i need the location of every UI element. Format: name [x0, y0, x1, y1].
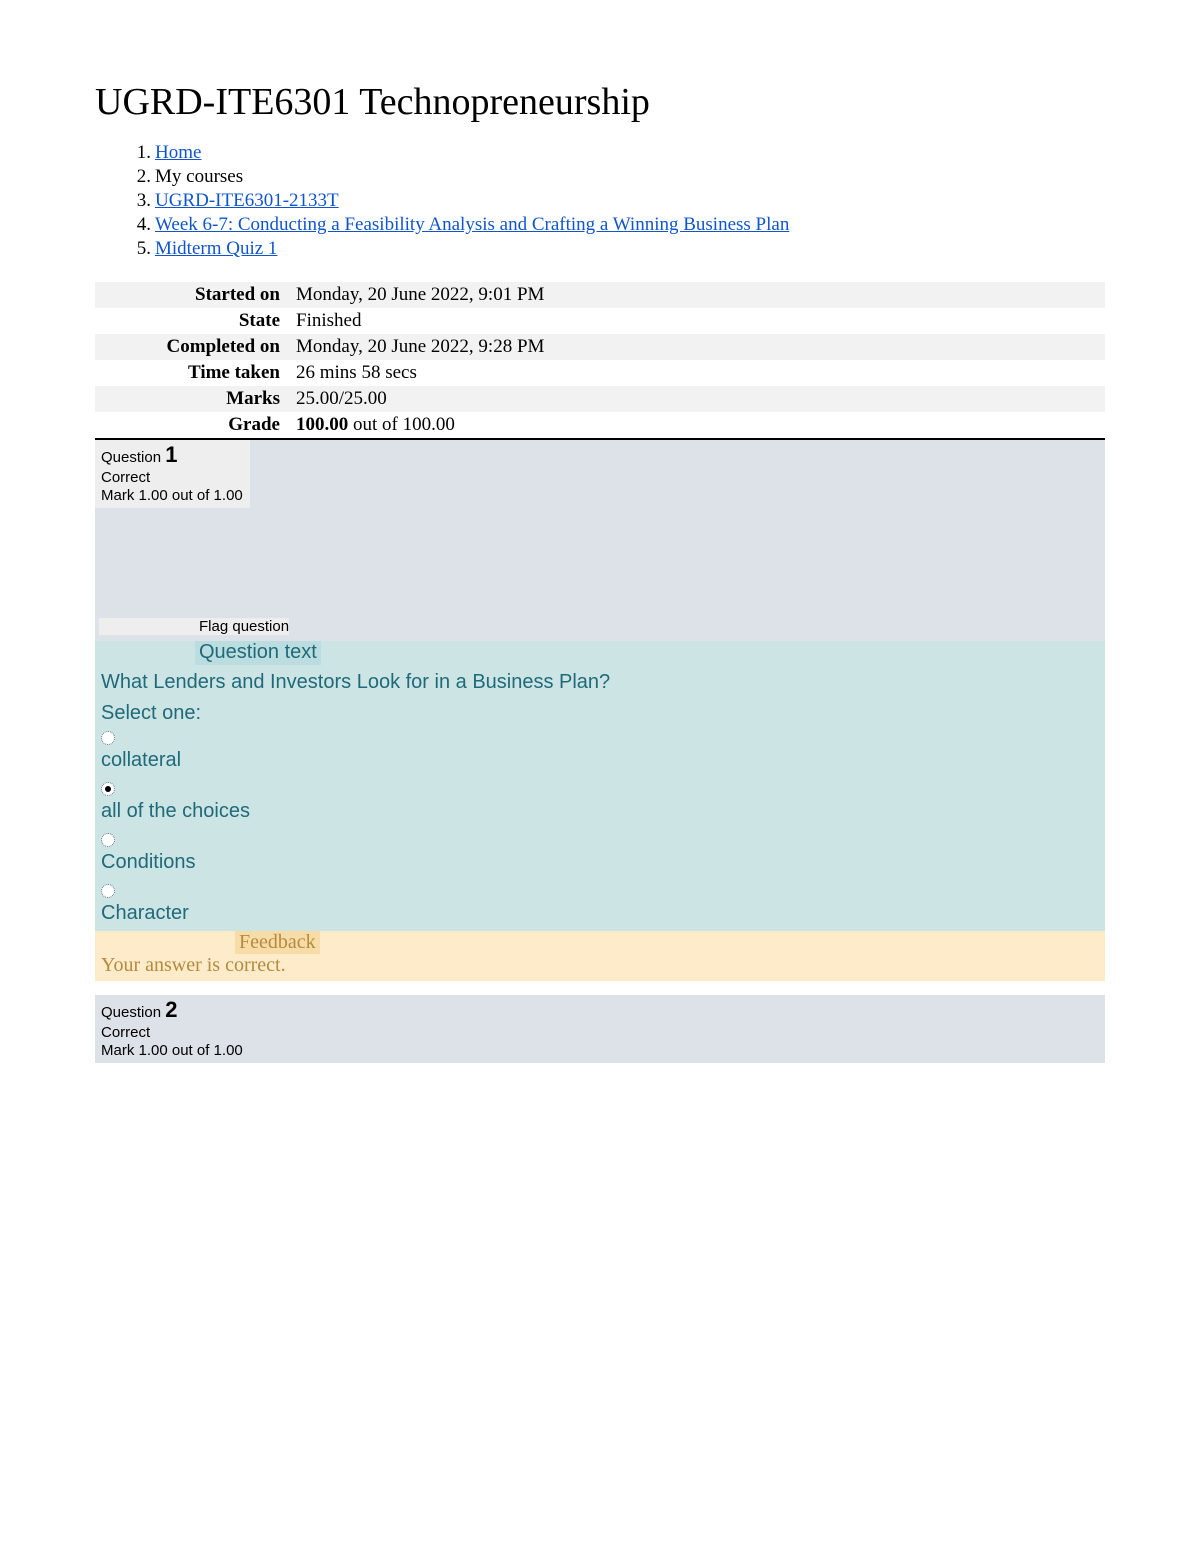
summary-row: State Finished: [95, 308, 1105, 334]
option-label: collateral: [101, 749, 1099, 772]
question-mark: Mark 1.00 out of 1.00: [101, 1042, 1099, 1059]
summary-row: Marks 25.00/25.00: [95, 386, 1105, 412]
question-info: Question 1 Correct Mark 1.00 out of 1.00: [95, 440, 250, 508]
radio-icon[interactable]: [101, 731, 115, 745]
option-label: Conditions: [101, 851, 1099, 874]
summary-label: Completed on: [95, 334, 290, 360]
page-title: UGRD-ITE6301 Technopreneurship: [95, 80, 1105, 124]
summary-row: Started on Monday, 20 June 2022, 9:01 PM: [95, 282, 1105, 308]
summary-label: Time taken: [95, 360, 290, 386]
question-text-header-wrap: Question text: [95, 641, 1105, 665]
summary-value: Monday, 20 June 2022, 9:01 PM: [290, 282, 1105, 308]
radio-icon[interactable]: [101, 782, 115, 796]
summary-value: 25.00/25.00: [290, 386, 1105, 412]
question-text: What Lenders and Investors Look for in a…: [95, 665, 1105, 702]
radio-icon[interactable]: [101, 884, 115, 898]
summary-label: Grade: [95, 412, 290, 439]
summary-value: Monday, 20 June 2022, 9:28 PM: [290, 334, 1105, 360]
breadcrumb-item: My courses: [155, 166, 1105, 188]
summary-label: Marks: [95, 386, 290, 412]
answer-option[interactable]: all of the choices: [95, 778, 1105, 829]
summary-label: State: [95, 308, 290, 334]
question-content: Question text What Lenders and Investors…: [95, 641, 1105, 931]
question-number: Question 1: [101, 442, 244, 468]
feedback-text: Your answer is correct.: [95, 954, 1105, 981]
flag-area: Flag question: [95, 508, 1105, 641]
breadcrumb-link-home[interactable]: Home: [155, 142, 201, 163]
question-state: Correct: [101, 1024, 1099, 1041]
grade-value: 100.00: [296, 414, 348, 435]
feedback-block: Feedback Your answer is correct.: [95, 931, 1105, 981]
summary-row: Time taken 26 mins 58 secs: [95, 360, 1105, 386]
summary-value: Finished: [290, 308, 1105, 334]
question-block: Question 2 Correct Mark 1.00 out of 1.00: [95, 995, 1105, 1063]
summary-label: Started on: [95, 282, 290, 308]
summary-value-grade: 100.00 out of 100.00: [290, 412, 1105, 439]
question-number-value: 1: [165, 442, 177, 467]
breadcrumb-item: Midterm Quiz 1: [155, 238, 1105, 260]
flag-question-link[interactable]: Flag question: [199, 618, 289, 635]
breadcrumb-link-quiz[interactable]: Midterm Quiz 1: [155, 238, 277, 259]
attempt-summary-table: Started on Monday, 20 June 2022, 9:01 PM…: [95, 282, 1105, 440]
breadcrumb: Home My courses UGRD-ITE6301-2133T Week …: [95, 142, 1105, 260]
breadcrumb-link-week[interactable]: Week 6-7: Conducting a Feasibility Analy…: [155, 214, 789, 235]
summary-row: Completed on Monday, 20 June 2022, 9:28 …: [95, 334, 1105, 360]
breadcrumb-text-mycourses: My courses: [155, 166, 243, 187]
grade-outof: out of 100.00: [348, 414, 455, 435]
question-label: Question: [101, 449, 165, 466]
option-label: Character: [101, 902, 1099, 925]
summary-value: 26 mins 58 secs: [290, 360, 1105, 386]
option-label: all of the choices: [101, 800, 1099, 823]
question-number: Question 2: [101, 997, 1099, 1023]
radio-icon[interactable]: [101, 833, 115, 847]
summary-row-grade: Grade 100.00 out of 100.00: [95, 412, 1105, 439]
breadcrumb-link-course[interactable]: UGRD-ITE6301-2133T: [155, 190, 339, 211]
question-label: Question: [101, 1004, 165, 1021]
question-info: Question 2 Correct Mark 1.00 out of 1.00: [95, 995, 1105, 1063]
answer-option[interactable]: Character: [95, 880, 1105, 931]
question-state: Correct: [101, 469, 244, 486]
select-one-prompt: Select one:: [95, 702, 1105, 727]
breadcrumb-item: Week 6-7: Conducting a Feasibility Analy…: [155, 214, 1105, 236]
breadcrumb-item: Home: [155, 142, 1105, 164]
question-mark: Mark 1.00 out of 1.00: [101, 487, 244, 504]
answer-option[interactable]: collateral: [95, 727, 1105, 778]
question-block: Question 1 Correct Mark 1.00 out of 1.00…: [95, 440, 1105, 641]
breadcrumb-item: UGRD-ITE6301-2133T: [155, 190, 1105, 212]
answer-option[interactable]: Conditions: [95, 829, 1105, 880]
question-text-header: Question text: [195, 641, 321, 665]
gap: [95, 981, 1105, 995]
question-number-value: 2: [165, 997, 177, 1022]
feedback-header: Feedback: [235, 931, 320, 954]
